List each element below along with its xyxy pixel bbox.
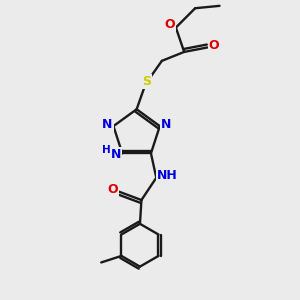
Text: NH: NH xyxy=(157,169,178,182)
Text: N: N xyxy=(102,118,113,131)
Text: O: O xyxy=(165,18,175,31)
Text: N: N xyxy=(161,118,172,131)
Text: H: H xyxy=(103,145,111,155)
Text: O: O xyxy=(208,40,219,52)
Text: S: S xyxy=(142,75,152,88)
Text: N: N xyxy=(111,148,121,161)
Text: O: O xyxy=(107,183,118,196)
